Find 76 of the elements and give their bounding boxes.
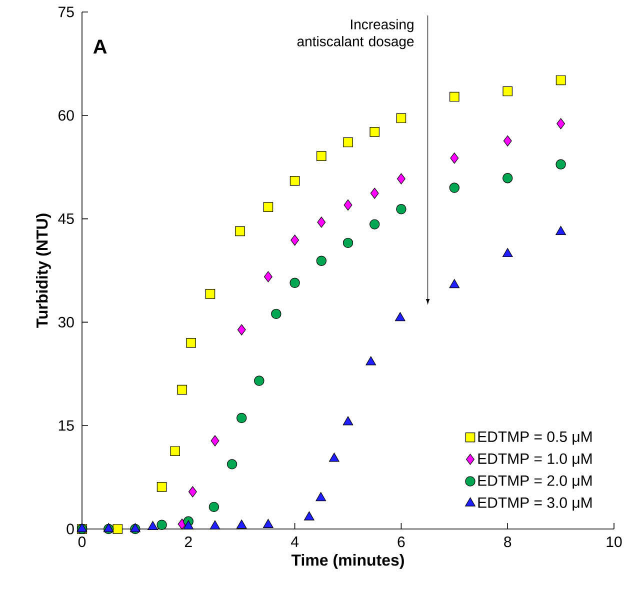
x-axis-title: Time (minutes) <box>291 554 404 569</box>
point <box>304 511 314 520</box>
point <box>210 520 220 530</box>
point <box>316 256 326 266</box>
y-tick-label: 15 <box>58 420 74 431</box>
point <box>449 182 460 193</box>
point <box>366 356 376 366</box>
point <box>235 226 245 236</box>
point <box>186 338 196 348</box>
point <box>271 308 282 320</box>
point <box>556 226 566 235</box>
point <box>290 234 299 246</box>
point <box>396 204 406 214</box>
x-tick-label: 4 <box>290 536 299 547</box>
y-tick-label: 30 <box>58 316 74 328</box>
point <box>188 486 197 498</box>
point <box>329 452 340 462</box>
point <box>112 524 123 534</box>
point <box>183 520 194 530</box>
point <box>449 279 460 288</box>
point <box>205 289 216 299</box>
point <box>342 238 354 248</box>
point <box>210 435 220 446</box>
point <box>317 216 326 228</box>
point <box>344 200 352 211</box>
point <box>502 86 512 96</box>
point <box>370 188 379 199</box>
point <box>316 151 326 161</box>
point <box>343 137 353 148</box>
point <box>236 520 247 529</box>
x-tick-label: 8 <box>504 536 512 548</box>
point <box>450 92 460 102</box>
point <box>263 518 274 528</box>
legend-label: EDTMP = 3.0 μM <box>478 497 592 511</box>
point <box>502 248 513 258</box>
point <box>170 446 180 456</box>
point <box>397 173 406 184</box>
point <box>264 271 272 282</box>
legend-label: EDTMP = 2.0 μM <box>478 475 592 489</box>
y-tick-label: 75 <box>58 6 74 18</box>
point <box>394 312 406 322</box>
legend-label: EDTMP = 0.5 μM <box>478 431 592 445</box>
point <box>316 492 326 502</box>
point <box>290 278 300 288</box>
point <box>177 384 187 395</box>
y-tick-label: 45 <box>58 214 74 224</box>
point <box>556 75 566 86</box>
point <box>556 118 565 130</box>
legend-label: EDTMP = 1.0 μM <box>478 453 592 467</box>
point <box>148 521 158 530</box>
annotation: Increasing antiscalant dosage <box>297 19 414 50</box>
point <box>237 324 246 336</box>
point <box>263 202 274 212</box>
point <box>208 502 220 512</box>
point <box>226 459 238 470</box>
point <box>156 520 167 530</box>
point <box>503 135 512 146</box>
x-tick-label: 10 <box>606 536 622 548</box>
point <box>236 412 247 424</box>
x-tick-label: 6 <box>398 536 405 548</box>
y-axis-title: Turbidity (NTU) <box>36 214 51 328</box>
y-tick-label: 60 <box>58 110 74 121</box>
point <box>502 173 513 184</box>
point <box>556 159 566 170</box>
point <box>370 127 380 137</box>
x-tick-label: 0 <box>78 536 86 548</box>
annotation: A <box>93 40 107 54</box>
point <box>450 152 459 164</box>
point <box>342 416 354 426</box>
x-tick-label: 2 <box>184 536 192 547</box>
y-tick-label: 0 <box>66 524 74 534</box>
point <box>254 376 264 386</box>
point <box>370 219 380 230</box>
point <box>156 482 167 492</box>
point <box>290 176 300 186</box>
point <box>396 113 406 124</box>
